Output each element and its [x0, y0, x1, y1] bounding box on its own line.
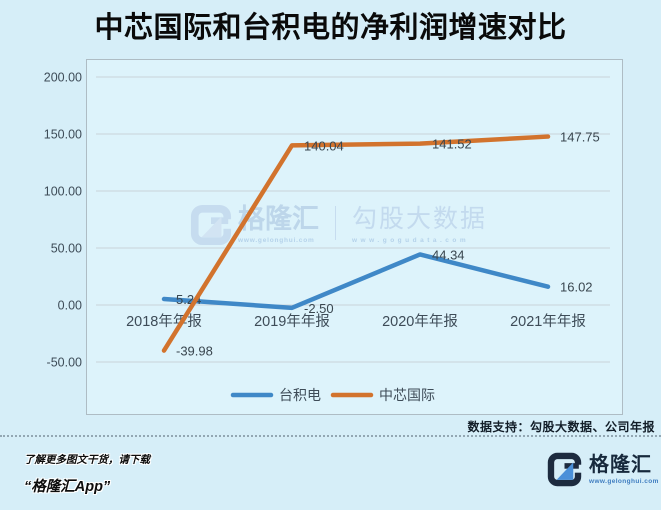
x-axis-tick-label: 2018年年报 [126, 313, 202, 330]
legend-label: 台积电 [279, 387, 321, 403]
legend-label: 中芯国际 [379, 387, 435, 403]
promo-text: 了解更多图文干货，请下载 [24, 454, 150, 466]
x-axis-tick-label: 2021年年报 [510, 313, 586, 330]
data-label: 16.02 [560, 280, 593, 295]
data-label: 147.75 [560, 130, 600, 145]
data-label: -2.50 [304, 301, 334, 316]
dotted-divider [0, 435, 661, 437]
watermark-brand-url: www.gelonghui.com [238, 237, 315, 244]
y-axis-tick-label: 200.00 [44, 71, 82, 85]
data-label: 140.04 [304, 138, 344, 153]
data-label: 141.52 [432, 137, 472, 152]
series-line [161, 252, 551, 311]
watermark: 格隆汇 www.gelonghui.com 勾股大数据 www.gogudata… [190, 204, 487, 246]
watermark-partner-url: www.gogudata.com [352, 237, 470, 244]
y-axis-tick-label: 50.00 [51, 242, 82, 256]
chart-panel [86, 59, 623, 415]
gelonghui-logo: 格隆汇 www.gelonghui.com [547, 452, 659, 487]
series-line [161, 134, 551, 353]
gelonghui-logo-icon [547, 452, 582, 487]
data-label: 44.34 [432, 247, 465, 262]
y-axis-tick-label: -50.00 [47, 356, 82, 370]
watermark-divider [335, 206, 336, 240]
x-axis-tick-label: 2019年年报 [254, 313, 330, 330]
page-title: 中芯国际和台积电的净利润增速对比 [94, 12, 567, 44]
data-source-note: 数据支持：勾股大数据、公司年报 [467, 420, 655, 434]
y-axis-tick-label: 150.00 [44, 128, 82, 142]
promo-app-name: “格隆汇App” [24, 479, 111, 495]
watermark-gelonghui-logo-icon [190, 204, 232, 246]
app-promo: 了解更多图文干货，请下载 “格隆汇App” [24, 452, 150, 496]
line-chart: 200.00 150.00 100.00 50.00 0.00 -50.00 2018年年报… [44, 71, 610, 403]
data-label: -39.98 [176, 344, 213, 359]
logo-brand-text: 格隆汇 [589, 453, 652, 476]
y-axis-tick-label: 100.00 [44, 185, 82, 199]
y-axis-tick-label: 0.00 [58, 299, 82, 313]
watermark-partner-text: 勾股大数据 [352, 205, 488, 233]
x-axis-tick-label: 2020年年报 [382, 313, 458, 330]
logo-url-text: www.gelonghui.com [589, 477, 659, 485]
